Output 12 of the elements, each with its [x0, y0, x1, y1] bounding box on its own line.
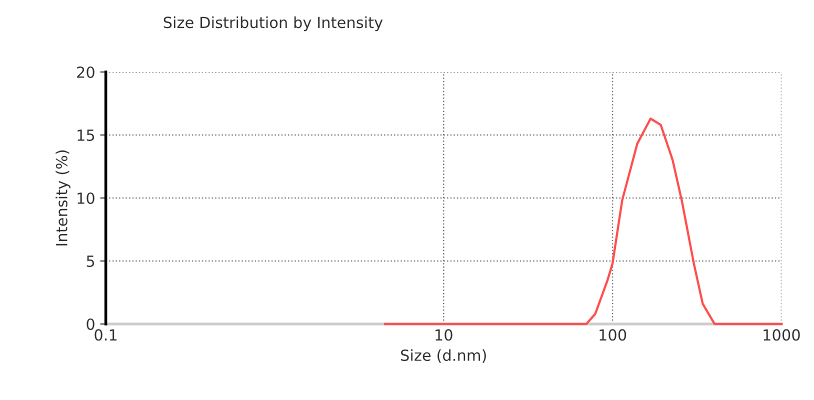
y-tick-label: 5 [86, 256, 94, 268]
x-tick-label: 100 [600, 329, 626, 341]
y-tick-label: 20 [77, 66, 94, 78]
chart-title: Size Distribution by Intensity [164, 16, 383, 32]
x-tick-label: 10 [436, 329, 452, 341]
x-axis-title: Size (d.nm) [401, 349, 486, 363]
y-axis-title: Intensity (%) [56, 150, 70, 246]
x-tick-label: 0.1 [94, 329, 117, 341]
y-tick-label: 15 [78, 130, 94, 142]
y-tick-label: 0 [86, 318, 94, 330]
x-tick-label: 1000 [764, 329, 800, 341]
y-tick-label: 10 [78, 192, 94, 204]
